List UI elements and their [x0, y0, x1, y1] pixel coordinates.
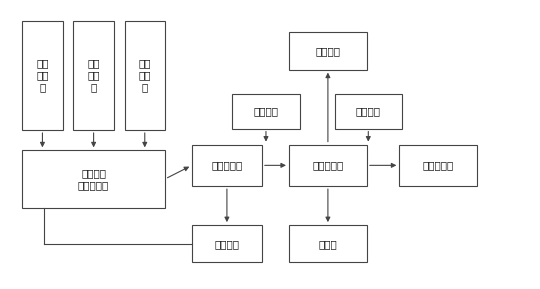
Text: 存储器: 存储器: [319, 239, 338, 249]
Text: 供电模块: 供电模块: [214, 239, 239, 249]
Text: 流量
传感
器: 流量 传感 器: [36, 58, 49, 92]
Bar: [335, 94, 402, 129]
Bar: [399, 144, 477, 186]
Bar: [192, 144, 262, 186]
Bar: [232, 94, 300, 129]
Bar: [73, 21, 114, 130]
Text: 数字显示器: 数字显示器: [423, 160, 454, 170]
Bar: [22, 21, 63, 130]
Text: 模拟信号
预处理电路: 模拟信号 预处理电路: [78, 168, 109, 190]
Text: 中央处理器: 中央处理器: [312, 160, 343, 170]
Bar: [289, 225, 367, 262]
Text: 通信接口: 通信接口: [356, 106, 381, 116]
Bar: [125, 21, 165, 130]
Text: 压力
传感
器: 压力 传感 器: [139, 58, 151, 92]
Bar: [289, 144, 367, 186]
Text: 温度
传感
器: 温度 传感 器: [87, 58, 100, 92]
Text: 输入装置: 输入装置: [253, 106, 279, 116]
Bar: [192, 225, 262, 262]
Text: 报警电路: 报警电路: [315, 46, 340, 56]
Bar: [289, 32, 367, 70]
Bar: [22, 150, 165, 208]
Text: 模数转换器: 模数转换器: [211, 160, 242, 170]
